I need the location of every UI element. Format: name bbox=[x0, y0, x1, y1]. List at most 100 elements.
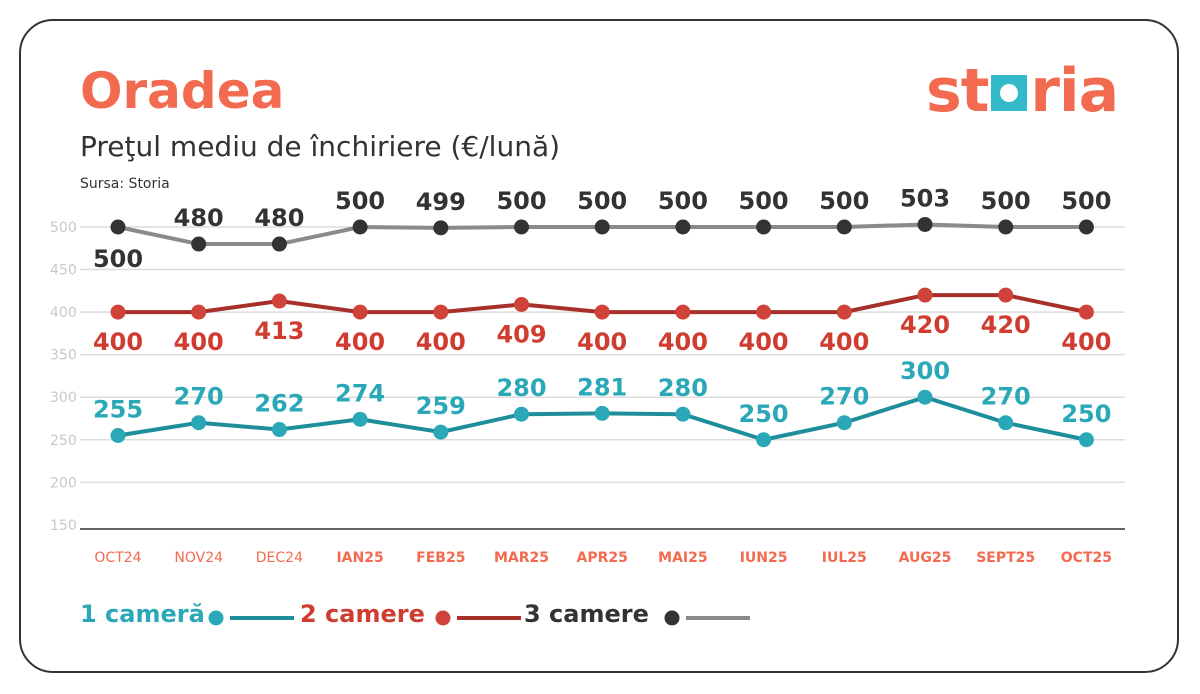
data-label: 280 bbox=[658, 374, 708, 402]
legend-label-2: 2 camere bbox=[300, 600, 425, 628]
x-tick-label: IAN25 bbox=[336, 550, 383, 566]
y-tick-label: 150 bbox=[50, 518, 77, 534]
data-label: 500 bbox=[335, 187, 385, 215]
x-tick-label: OCT25 bbox=[1061, 550, 1112, 566]
data-label: 480 bbox=[254, 204, 304, 232]
data-label: 500 bbox=[658, 187, 708, 215]
y-tick-label: 400 bbox=[50, 305, 77, 321]
x-tick-label: AUG25 bbox=[899, 550, 952, 566]
x-tick-label: IUN25 bbox=[740, 550, 788, 566]
data-label: 500 bbox=[981, 187, 1031, 215]
data-point bbox=[271, 236, 287, 252]
x-tick-label: SEPT25 bbox=[976, 550, 1035, 566]
data-point bbox=[433, 220, 449, 236]
data-point bbox=[514, 296, 529, 312]
data-label: 500 bbox=[496, 187, 546, 215]
legend-label-3: 3 camere bbox=[524, 600, 649, 628]
data-point bbox=[998, 219, 1014, 235]
data-label: 503 bbox=[900, 184, 950, 212]
data-label: 274 bbox=[335, 379, 385, 407]
data-point bbox=[352, 411, 368, 427]
data-label: 500 bbox=[819, 187, 869, 215]
data-point bbox=[191, 236, 207, 252]
y-tick-label: 250 bbox=[50, 433, 77, 449]
data-label: 255 bbox=[93, 395, 143, 423]
data-label: 500 bbox=[739, 187, 789, 215]
data-point bbox=[191, 415, 207, 431]
data-label: 300 bbox=[900, 357, 950, 385]
y-tick-label: 300 bbox=[50, 390, 77, 406]
data-point bbox=[110, 219, 126, 235]
data-point bbox=[191, 304, 207, 320]
data-point bbox=[514, 406, 529, 422]
y-tick-label: 350 bbox=[50, 348, 77, 364]
data-point bbox=[675, 219, 691, 235]
data-label: 409 bbox=[496, 320, 546, 348]
data-label: 480 bbox=[174, 204, 224, 232]
data-point bbox=[1078, 304, 1094, 320]
data-point bbox=[675, 406, 691, 422]
data-point bbox=[836, 219, 852, 235]
chart-title: Oradea bbox=[80, 62, 285, 120]
data-point bbox=[917, 216, 933, 232]
legend-marker bbox=[435, 610, 451, 626]
x-tick-label: NOV24 bbox=[174, 550, 223, 566]
data-label: 400 bbox=[577, 328, 627, 356]
x-tick-label: IUL25 bbox=[822, 550, 867, 566]
x-tick-label: OCT24 bbox=[94, 550, 141, 566]
y-tick-label: 450 bbox=[50, 263, 77, 279]
data-point bbox=[917, 287, 933, 303]
x-tick-label: FEB25 bbox=[416, 550, 465, 566]
data-label: 500 bbox=[577, 187, 627, 215]
source-note: Sursa: Storia bbox=[80, 176, 170, 192]
data-point bbox=[998, 287, 1014, 303]
data-label: 413 bbox=[254, 317, 304, 345]
data-point bbox=[998, 415, 1014, 431]
data-label: 500 bbox=[93, 245, 143, 273]
data-point bbox=[836, 415, 852, 431]
y-tick-label: 500 bbox=[50, 220, 77, 236]
legend-marker bbox=[208, 610, 224, 626]
storia-logo: st ria bbox=[926, 56, 1119, 126]
x-tick-label: DEC24 bbox=[256, 550, 303, 566]
data-label: 400 bbox=[1061, 328, 1111, 356]
data-point bbox=[594, 219, 610, 235]
data-label: 250 bbox=[1061, 400, 1111, 428]
data-label: 270 bbox=[981, 383, 1031, 411]
data-point bbox=[1078, 219, 1094, 235]
data-label: 400 bbox=[739, 328, 789, 356]
data-point bbox=[756, 432, 772, 448]
data-point bbox=[271, 293, 287, 309]
data-label: 499 bbox=[416, 188, 466, 216]
x-tick-label: APR25 bbox=[577, 550, 628, 566]
y-tick-label: 200 bbox=[50, 475, 77, 491]
data-label: 250 bbox=[739, 400, 789, 428]
data-point bbox=[675, 304, 691, 320]
data-label: 420 bbox=[981, 311, 1031, 339]
chart-card bbox=[19, 19, 1179, 673]
data-label: 262 bbox=[254, 390, 304, 418]
data-point bbox=[756, 219, 772, 235]
x-tick-label: MAR25 bbox=[494, 550, 549, 566]
chart-subtitle: Preţul mediu de închiriere (€/lună) bbox=[80, 130, 561, 163]
data-point bbox=[433, 304, 449, 320]
data-point bbox=[594, 304, 610, 320]
data-label: 420 bbox=[900, 311, 950, 339]
data-label: 500 bbox=[1061, 187, 1111, 215]
data-label: 400 bbox=[819, 328, 869, 356]
x-tick-label: MAI25 bbox=[658, 550, 707, 566]
legend-label-1: 1 cameră bbox=[80, 600, 205, 628]
data-point bbox=[352, 219, 368, 235]
data-point bbox=[756, 304, 772, 320]
data-label: 400 bbox=[93, 328, 143, 356]
data-point bbox=[433, 424, 449, 440]
data-label: 270 bbox=[819, 383, 869, 411]
legend-marker bbox=[664, 610, 680, 626]
data-point bbox=[271, 422, 287, 438]
data-label: 280 bbox=[496, 374, 546, 402]
data-point bbox=[514, 219, 529, 235]
data-point bbox=[594, 405, 610, 421]
data-label: 400 bbox=[335, 328, 385, 356]
data-label: 270 bbox=[174, 383, 224, 411]
